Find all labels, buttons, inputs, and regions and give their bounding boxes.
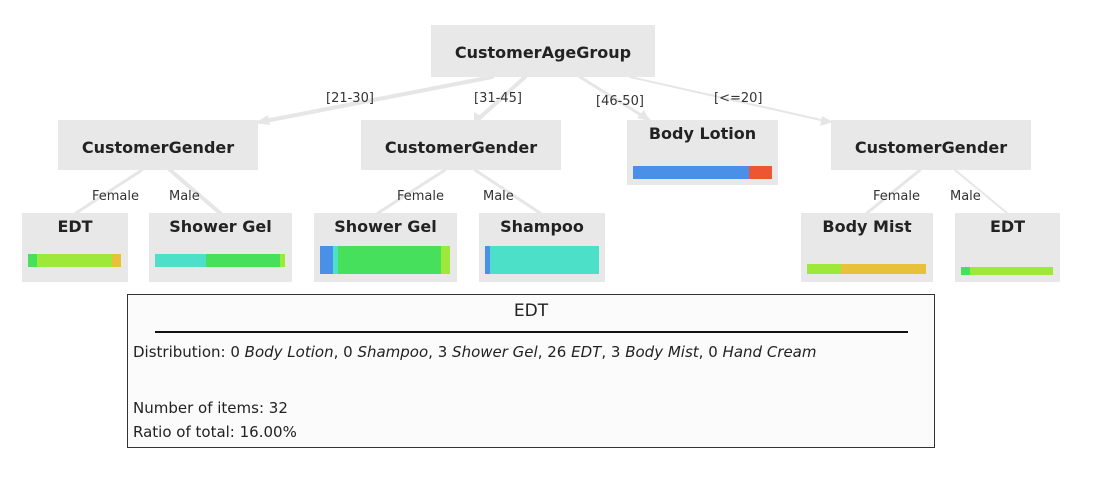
class-name: Shower Gel	[452, 343, 538, 361]
edge-label-male: Male	[950, 189, 981, 204]
node-gender-le-20[interactable]: CustomerGender	[831, 120, 1031, 170]
bar-segment-body-lotion	[320, 246, 334, 274]
edge-label-male: Male	[169, 189, 200, 204]
root-node-label: CustomerAgeGroup	[454, 43, 632, 62]
bar-segment-hand-cream	[748, 166, 772, 179]
bar-segment-edt	[807, 264, 841, 274]
leaf-label: Body Lotion	[648, 124, 757, 143]
edge-3145-male	[473, 168, 542, 215]
edge-label-21-30: [21-30]	[326, 91, 374, 106]
edge-label-female: Female	[873, 189, 921, 204]
tooltip-title: EDT	[513, 301, 549, 321]
leaf-label: EDT	[57, 217, 93, 236]
count: 0	[708, 343, 718, 361]
count: 0	[230, 343, 240, 361]
edge-3145-female	[376, 168, 447, 215]
class-name: EDT	[571, 343, 602, 361]
node-label: CustomerGender	[81, 138, 235, 157]
edge-2130-female	[74, 168, 144, 215]
count: 26	[547, 343, 567, 361]
leaf-edt-male-le-20[interactable]: EDT	[955, 213, 1060, 282]
edge-root-3145	[473, 75, 527, 124]
count: 0	[343, 343, 353, 361]
distribution-bar	[320, 246, 450, 274]
leaf-body-mist-female-le-20[interactable]: Body Mist	[801, 213, 933, 282]
distribution-bar	[485, 246, 599, 274]
edge-le20-female	[865, 168, 922, 215]
edge-le20-male	[954, 169, 1008, 214]
node-gender-21-30[interactable]: CustomerGender	[58, 120, 258, 170]
edge-root-4650	[578, 75, 651, 122]
leaf-shower-gel-male-21-30[interactable]: Shower Gel	[149, 213, 292, 282]
bar-segment-body-lotion	[633, 166, 749, 179]
leaf-label: Shower Gel	[169, 217, 272, 236]
edge-label-female: Female	[397, 189, 445, 204]
bar-segment-edt	[441, 246, 450, 274]
distribution-bar	[28, 254, 121, 267]
leaf-shampoo-male-31-45[interactable]: Shampoo	[479, 213, 605, 282]
node-info-tooltip: EDT Distribution: 0 Body Lotion, 0 Shamp…	[127, 294, 935, 448]
bar-segment-shampoo	[155, 254, 206, 267]
bar-segment-shampoo	[489, 246, 599, 274]
bar-segment-shower-gel	[337, 246, 441, 274]
count: 3	[437, 343, 448, 361]
bar-segment-shower-gel	[28, 254, 37, 267]
edge-2130-male	[168, 168, 222, 215]
bar-segment-shower-gel	[961, 267, 971, 275]
node-gender-31-45[interactable]: CustomerGender	[361, 120, 561, 170]
tooltip-ratio: Ratio of total: 16.00%	[133, 423, 297, 441]
leaf-body-lotion-46-50[interactable]: Body Lotion	[627, 120, 778, 185]
leaf-edt-female-21-30[interactable]: EDT	[22, 213, 128, 282]
leaf-shower-gel-female-31-45[interactable]: Shower Gel	[314, 213, 457, 282]
node-label: CustomerGender	[854, 138, 1008, 157]
arrow-2130	[255, 115, 270, 125]
bar-segment-shampoo	[333, 246, 338, 274]
tooltip-item-count: Number of items: 32	[133, 399, 288, 417]
class-name: Body Mist	[625, 343, 699, 361]
class-name: Body Lotion	[244, 343, 334, 361]
tooltip-distribution: Distribution: 0 Body Lotion, 0 Shampoo, …	[133, 343, 817, 361]
tooltip-divider	[155, 331, 908, 333]
distribution-bar	[807, 264, 926, 274]
node-label: CustomerGender	[384, 138, 538, 157]
leaf-label: Shower Gel	[334, 217, 437, 236]
edge-root-2130	[258, 75, 494, 124]
bar-segment-edt	[970, 267, 1053, 275]
bar-segment-edt	[36, 254, 113, 267]
edge-label-female: Female	[92, 189, 140, 204]
count: 3	[610, 343, 621, 361]
class-name: Hand Cream	[722, 343, 817, 361]
class-name: Shampoo	[357, 343, 429, 361]
distribution-bar	[961, 267, 1053, 275]
root-node-customer-age-group[interactable]: CustomerAgeGroup	[431, 25, 655, 77]
bar-segment-edt	[279, 254, 285, 267]
edge-label-le-20: [<=20]	[714, 91, 763, 106]
bar-segment-body-lotion	[485, 246, 490, 274]
bar-segment-body-mist	[841, 264, 926, 274]
arrow-4650	[637, 110, 650, 121]
leaf-label: Body Mist	[822, 217, 912, 236]
edge-label-46-50: [46-50]	[596, 94, 644, 109]
edge-root-le20	[629, 76, 831, 123]
bar-segment-body-mist	[112, 254, 121, 267]
bar-segment-shower-gel	[205, 254, 280, 267]
leaf-label: Shampoo	[500, 217, 584, 236]
distribution-bar	[633, 166, 772, 179]
distribution-bar	[155, 254, 285, 267]
leaf-label: EDT	[989, 217, 1026, 236]
edge-label-31-45: [31-45]	[474, 91, 522, 106]
arrow-le20	[820, 116, 833, 126]
distribution-prefix: Distribution:	[133, 343, 231, 361]
edge-label-male: Male	[483, 189, 514, 204]
